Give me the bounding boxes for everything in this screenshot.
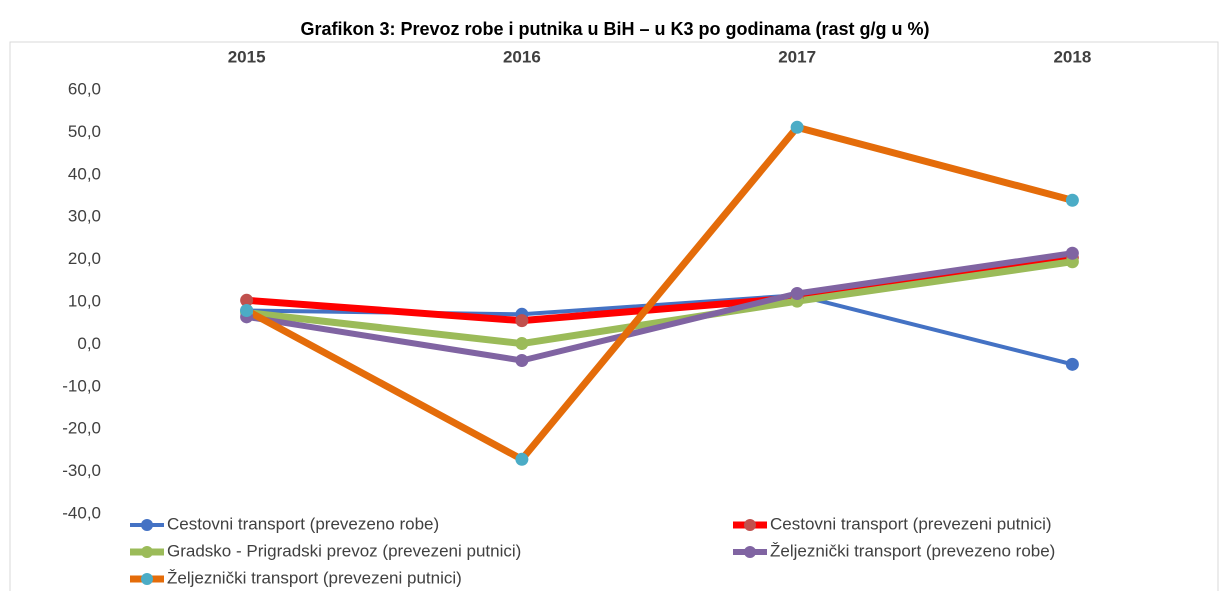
- legend-label: Gradsko - Prigradski prevoz (prevezeni p…: [167, 541, 521, 560]
- series-marker: [1065, 246, 1079, 260]
- legend-label: Željeznički transport (prevezeni putnici…: [167, 568, 462, 587]
- series-line: [246, 250, 1073, 364]
- series-marker: [240, 303, 254, 317]
- y-tick-label: -30,0: [62, 461, 101, 480]
- x-tick-label: 2017: [778, 47, 816, 66]
- y-tick-label: 10,0: [68, 291, 101, 310]
- x-tick-label: 2015: [228, 47, 266, 66]
- series-line: [246, 258, 1073, 348]
- series-marker: [1065, 193, 1079, 207]
- x-tick-label: 2016: [503, 47, 541, 66]
- y-tick-label: 50,0: [68, 122, 101, 141]
- y-tick-label: -10,0: [62, 376, 101, 395]
- series-marker: [515, 314, 529, 328]
- legend-marker: [141, 573, 153, 585]
- series-marker: [790, 120, 804, 134]
- legend-marker: [744, 546, 756, 558]
- series-marker: [1065, 357, 1079, 371]
- series-marker: [515, 452, 529, 466]
- legend-label: Željeznički transport (prevezeno robe): [770, 541, 1055, 560]
- x-tick-label: 2018: [1053, 47, 1091, 66]
- chart-title: Grafikon 3: Prevoz robe i putnika u BiH …: [300, 19, 929, 39]
- y-tick-label: -20,0: [62, 419, 101, 438]
- y-tick-label: 60,0: [68, 79, 101, 98]
- series-marker: [240, 293, 254, 307]
- y-tick-label: 20,0: [68, 249, 101, 268]
- legend-label: Cestovni transport (prevezeno robe): [167, 514, 439, 533]
- y-tick-label: 40,0: [68, 164, 101, 183]
- legend-marker: [141, 519, 153, 531]
- series-marker: [515, 354, 529, 368]
- legend-marker: [141, 546, 153, 558]
- legend-label: Cestovni transport (prevezeni putnici): [770, 514, 1052, 533]
- y-tick-label: 30,0: [68, 207, 101, 226]
- legend-marker: [744, 519, 756, 531]
- series-marker: [515, 337, 529, 351]
- y-tick-label: 0,0: [77, 334, 101, 353]
- y-tick-label: -40,0: [62, 503, 101, 522]
- chart-frame: [9, 41, 1219, 591]
- series-line: [246, 254, 1073, 325]
- series-marker: [790, 287, 804, 301]
- series-line: [244, 123, 1074, 463]
